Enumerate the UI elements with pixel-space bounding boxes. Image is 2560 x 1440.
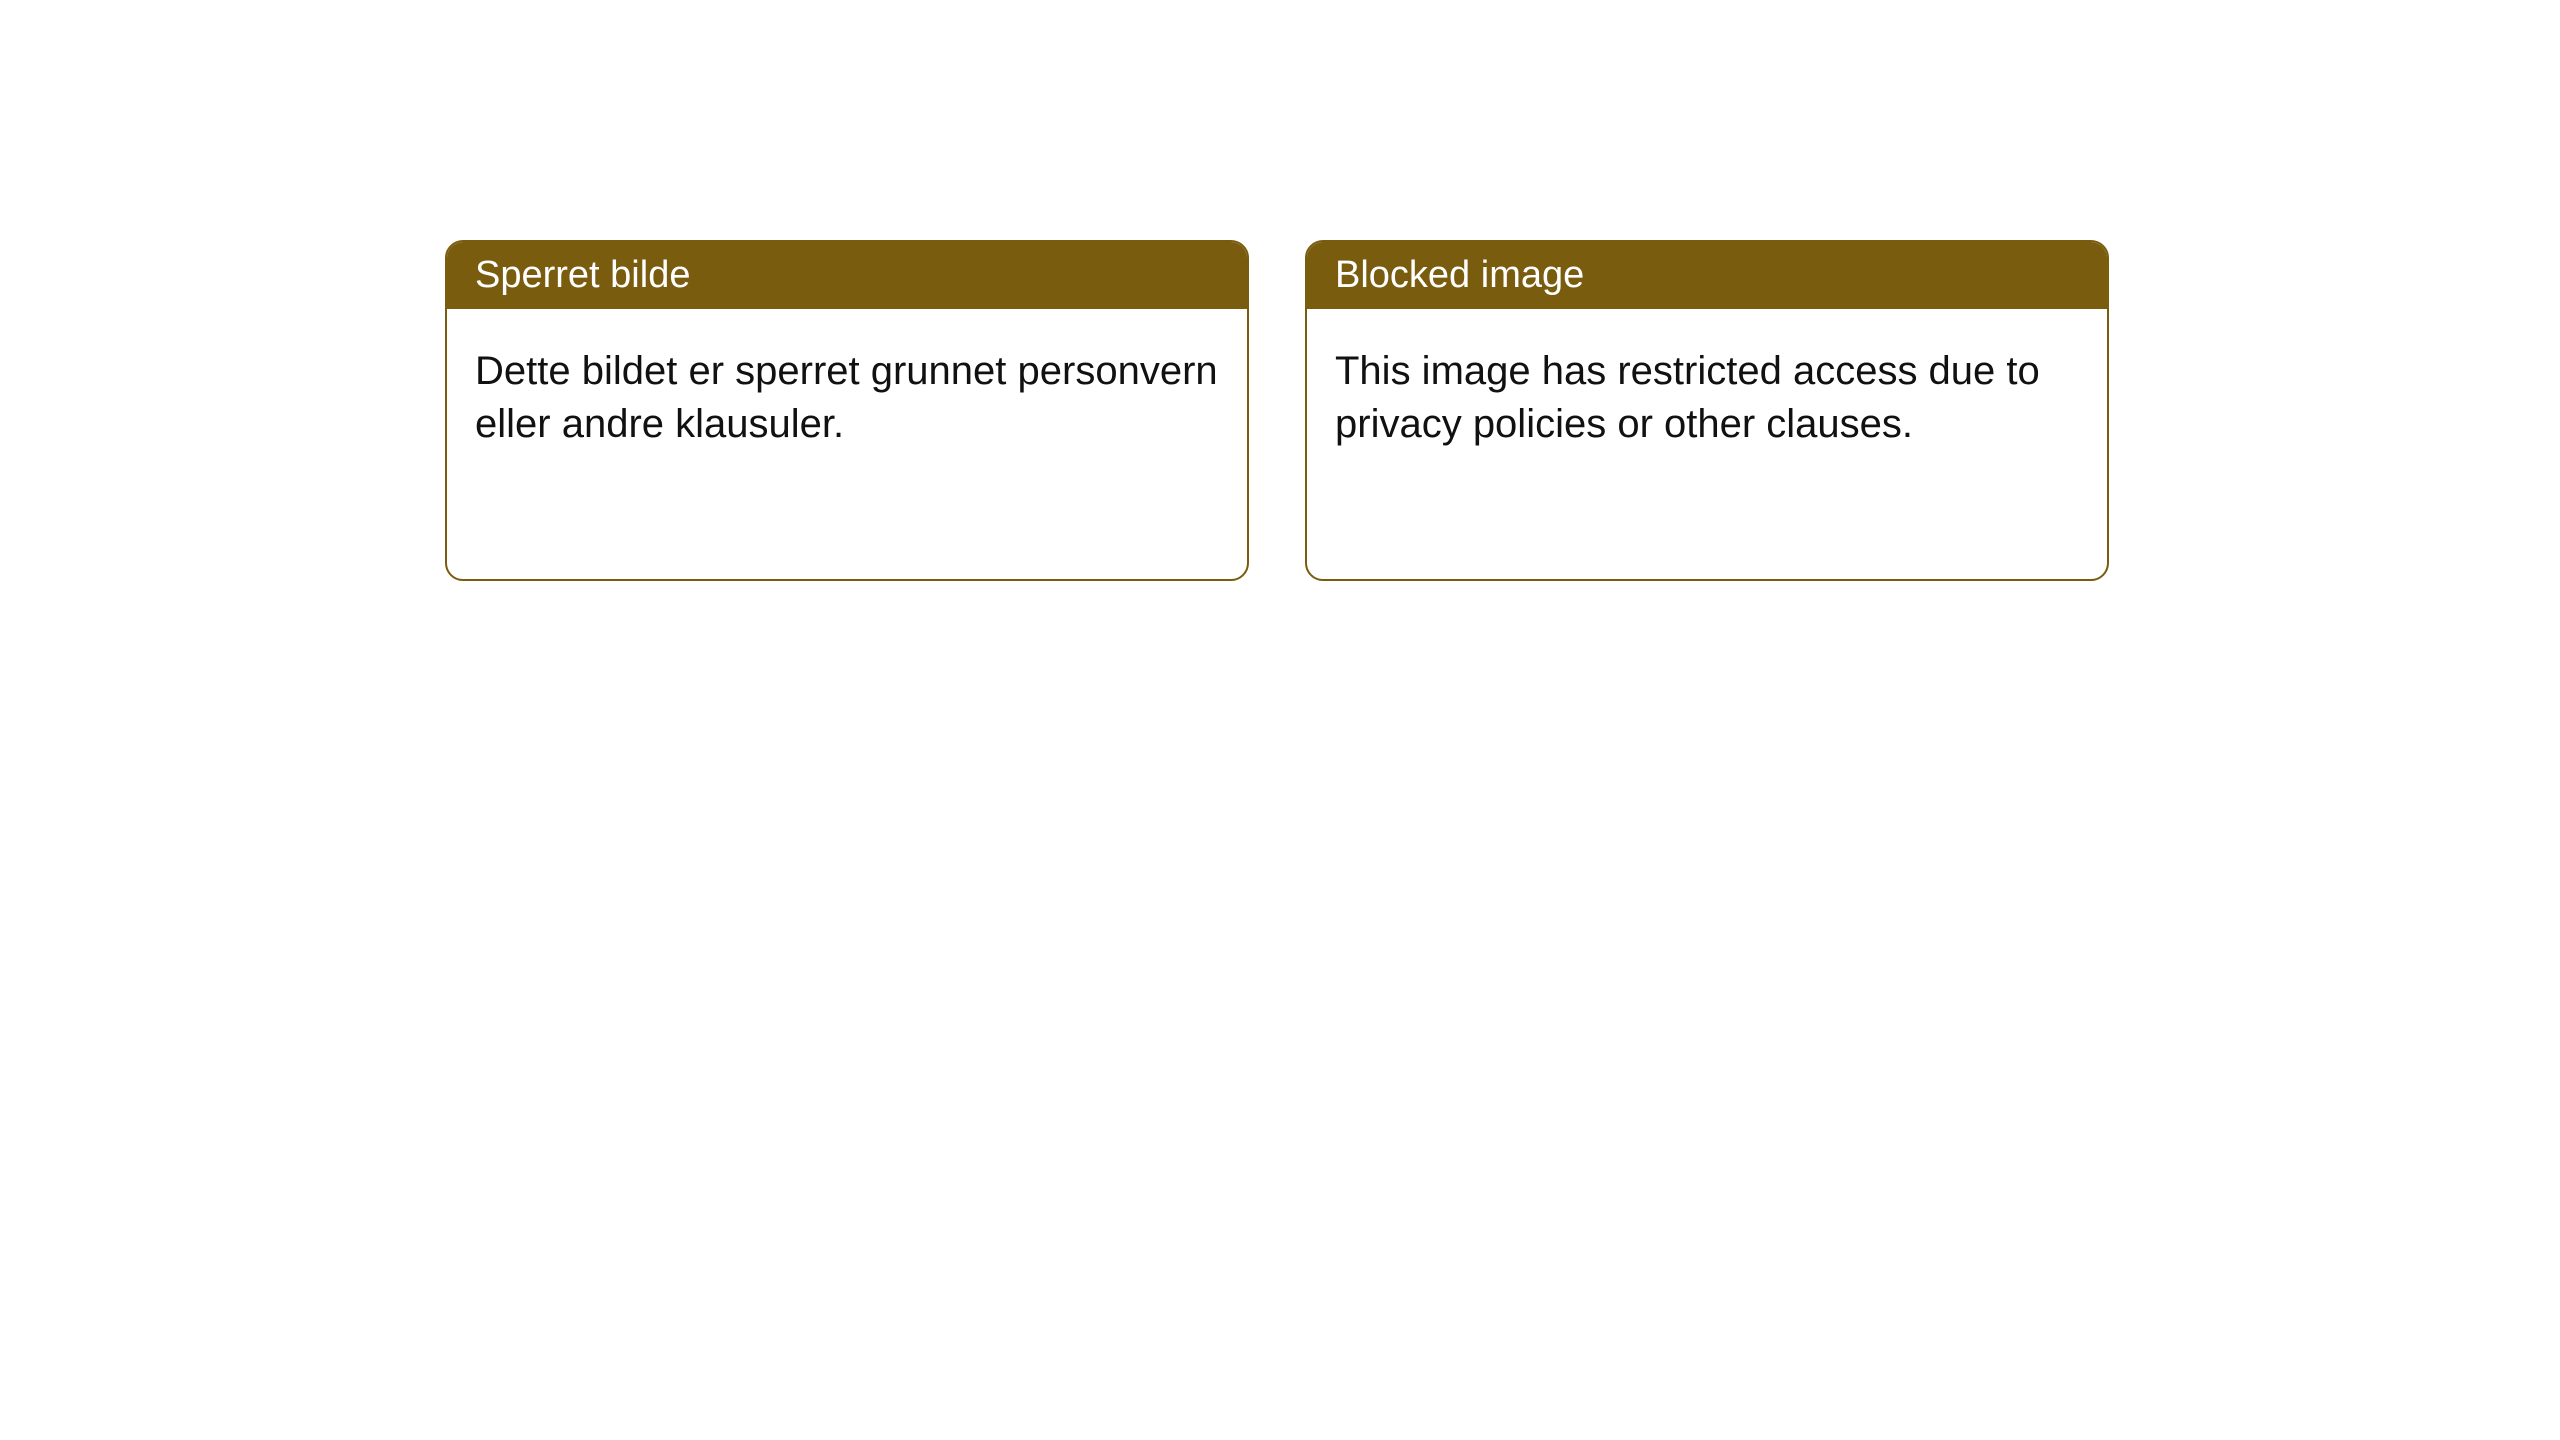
notice-card-no: Sperret bilde Dette bildet er sperret gr…	[445, 240, 1249, 581]
notice-header-no: Sperret bilde	[447, 242, 1247, 309]
notice-card-en: Blocked image This image has restricted …	[1305, 240, 2109, 581]
notice-body-no: Dette bildet er sperret grunnet personve…	[447, 309, 1247, 579]
notice-container: Sperret bilde Dette bildet er sperret gr…	[0, 0, 2560, 581]
notice-header-en: Blocked image	[1307, 242, 2107, 309]
notice-body-en: This image has restricted access due to …	[1307, 309, 2107, 579]
